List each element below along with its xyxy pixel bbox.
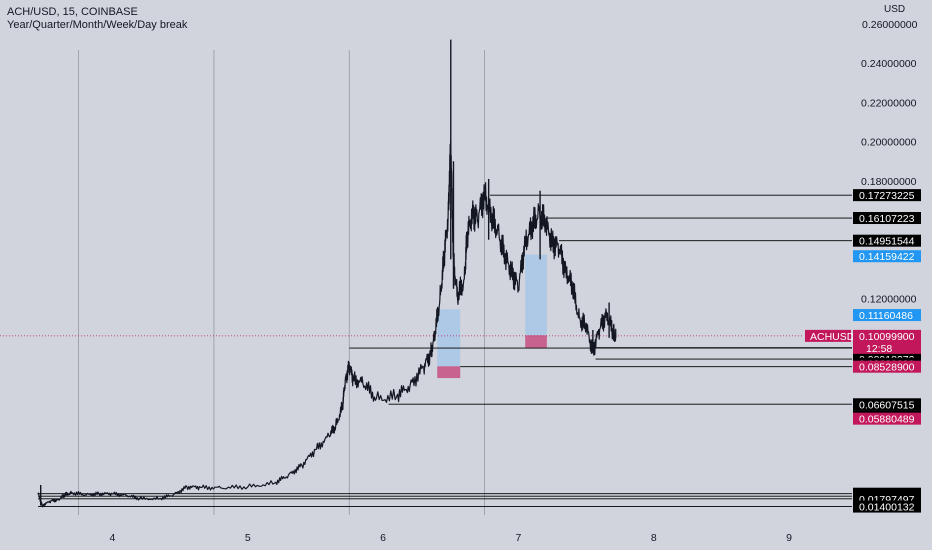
y-tick-label: 0.12000000 — [861, 294, 917, 306]
price-level-label: 0.17273225 — [859, 190, 915, 202]
y-tick-label-partial: 0.26000000 — [862, 19, 918, 31]
price-level-tag[interactable] — [853, 412, 921, 425]
price-level-label: 0.06607515 — [859, 399, 915, 411]
price-level-tag[interactable] — [853, 250, 921, 263]
x-tick-label: 6 — [380, 532, 386, 544]
stop-zone[interactable] — [525, 335, 547, 348]
price-level-label: 0.05880489 — [859, 414, 915, 426]
currency-label: USD — [884, 4, 906, 15]
price-level-label: 0.14159422 — [859, 251, 915, 263]
price-level-label: 0.01400132 — [859, 502, 915, 514]
symbol-title[interactable]: ACH/USD, 15, COINBASE — [7, 6, 138, 18]
price-level-label: 0.11160486 — [859, 310, 913, 322]
price-level-tag[interactable] — [853, 212, 921, 225]
x-tick-label: 9 — [786, 532, 792, 544]
y-tick-label: 0.18000000 — [861, 176, 917, 188]
bar-countdown: 12:58 — [866, 343, 892, 355]
price-level-tag[interactable] — [853, 234, 921, 247]
target-zone[interactable] — [525, 254, 547, 336]
price-level-label: 0.16107223 — [859, 213, 915, 225]
y-tick-label: 0.22000000 — [861, 97, 917, 109]
x-tick-label: 8 — [651, 532, 657, 544]
price-level-tag[interactable] — [853, 309, 921, 322]
price-level-tag[interactable] — [853, 189, 921, 202]
price-level-label: 0.08528900 — [859, 362, 915, 374]
price-level-tag[interactable] — [853, 360, 921, 373]
symbol-tag[interactable] — [805, 329, 851, 342]
x-tick-label: 4 — [110, 532, 116, 544]
indicator-legend[interactable]: Year/Quarter/Month/Week/Day break — [7, 19, 188, 31]
x-tick-label: 7 — [516, 532, 522, 544]
current-price-tag[interactable] — [853, 329, 921, 354]
target-zone[interactable] — [437, 309, 461, 367]
y-tick-label: 0.20000000 — [861, 137, 917, 149]
price-level-label: 0.14951544 — [859, 236, 915, 248]
price-level-tag[interactable] — [853, 398, 921, 411]
y-tick-label: 0.24000000 — [861, 58, 917, 70]
current-price-label: 0.10099900 — [859, 331, 915, 343]
stop-zone[interactable] — [437, 366, 461, 379]
price-series-line — [37, 141, 617, 508]
symbol-tag-label: ACHUSD — [810, 331, 855, 343]
price-level-tag[interactable] — [853, 500, 921, 513]
x-tick-label: 5 — [245, 532, 251, 544]
